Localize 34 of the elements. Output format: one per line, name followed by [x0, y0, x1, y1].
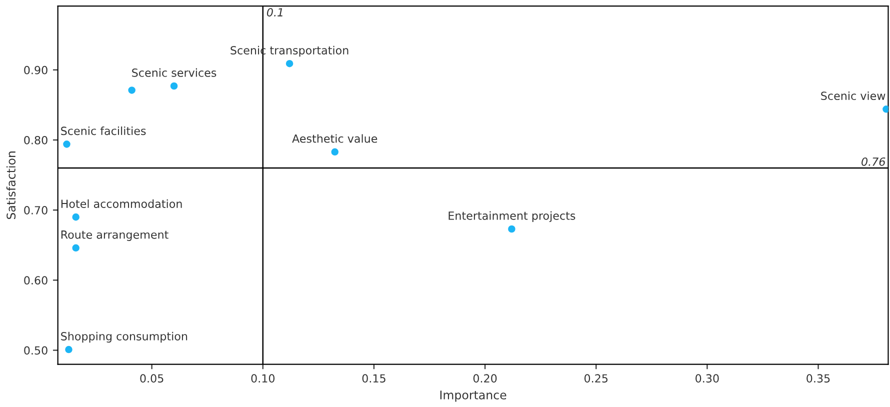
x-axis-title: Importance: [440, 390, 506, 402]
point: [331, 148, 339, 156]
ref-line-label: 0.76: [862, 157, 886, 166]
annotation: Aesthetic value: [292, 134, 378, 143]
annotation: Route arrangement: [61, 230, 168, 241]
annotation: Scenic facilities: [61, 126, 146, 136]
y-tick-label: 0.60: [24, 276, 48, 285]
point: [128, 86, 136, 94]
x-tick-label: 0.35: [806, 374, 830, 383]
annotation: Entertainment projects: [448, 211, 576, 222]
point: [508, 225, 516, 233]
x-tick-label: 0.30: [696, 374, 719, 383]
point: [65, 346, 72, 354]
point: [170, 82, 178, 90]
annotation: Scenic view: [821, 91, 886, 100]
annotation: Shopping consumption: [61, 332, 188, 343]
point: [882, 105, 888, 113]
x-tick-label: 0.05: [140, 374, 164, 383]
y-tick-label: 0.80: [24, 136, 48, 144]
x-tick-label: 0.20: [473, 374, 497, 383]
y-axis-title: Satisfaction: [6, 152, 16, 220]
x-tick-label: 0.10: [251, 374, 275, 383]
annotation: Hotel accommodation: [61, 199, 182, 208]
y-tick-label: 0.50: [24, 346, 48, 355]
y-tick-label: 0.70: [24, 206, 48, 214]
x-tick-label: 0.15: [362, 374, 386, 383]
point: [63, 140, 70, 148]
annotation: Scenic services: [132, 68, 216, 77]
point: [72, 244, 80, 252]
point: [72, 213, 80, 221]
ref-line-label: 0.1: [266, 8, 282, 16]
point: [286, 60, 294, 68]
x-tick-label: 0.25: [584, 374, 608, 383]
y-tick-label: 0.90: [24, 66, 48, 74]
